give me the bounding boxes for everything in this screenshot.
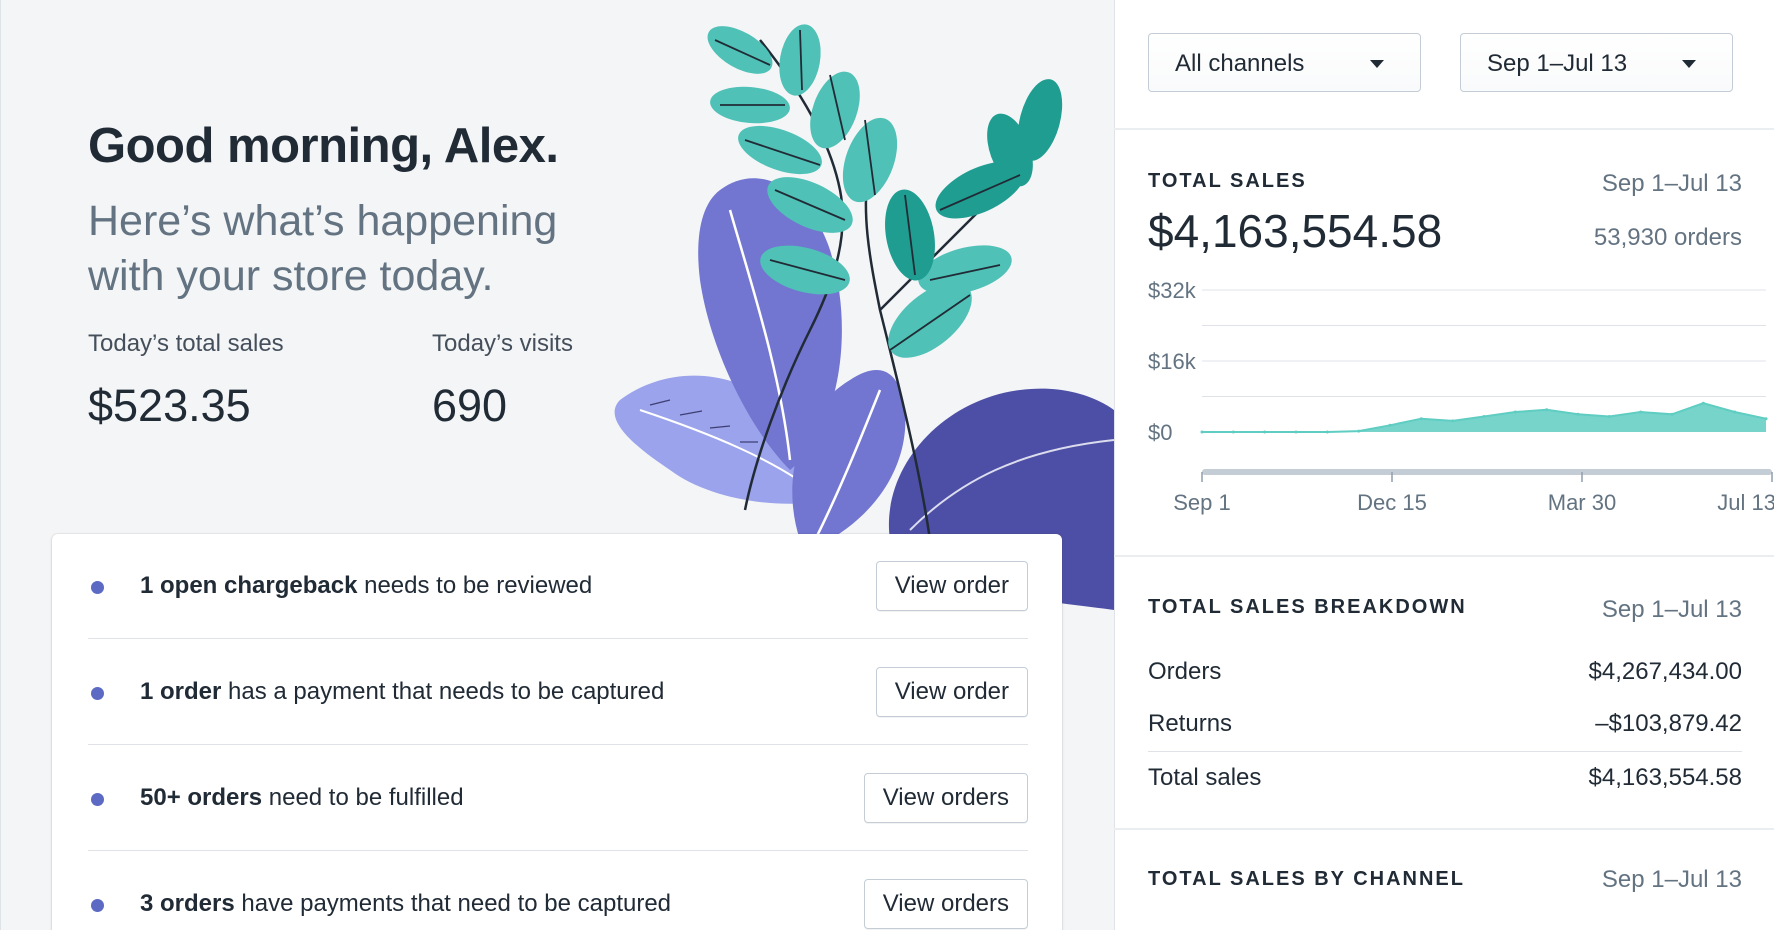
right-border: [1114, 0, 1115, 930]
breakdown-label: Orders: [1148, 658, 1222, 685]
chart-x-tick-label: Jul 13: [1717, 490, 1774, 515]
greeting-subtitle: Here’s what’s happening with your store …: [88, 197, 558, 300]
breakdown-divider: [1148, 751, 1742, 752]
chart-data-point: [1200, 430, 1204, 434]
task-text: 1 order has a payment that needs to be c…: [140, 678, 664, 706]
plant-illustration: [614, 24, 1114, 610]
divider: [88, 850, 1028, 851]
task-text: 3 orders have payments that need to be c…: [140, 890, 671, 918]
left-border: [0, 0, 1, 930]
divider: [88, 744, 1028, 745]
task-row: 1 order has a payment that needs to be c…: [88, 640, 1028, 745]
task-description: have payments that need to be captured: [234, 890, 672, 917]
task-count: 1 order: [140, 678, 222, 705]
by-channel-date: Sep 1–Jul 13: [1601, 866, 1742, 893]
chart-data-point: [1733, 410, 1737, 414]
todays-sales-metric: Today’s total sales $523.35: [88, 330, 284, 432]
task-row: 50+ orders need to be fulfilled View ord…: [88, 746, 1028, 851]
chart-data-point: [1607, 415, 1611, 418]
breakdown-row-total: Total sales $4,163,554.58: [1148, 752, 1742, 804]
channel-select-value: All channels: [1175, 50, 1305, 77]
order-count: 53,930 orders: [1593, 224, 1742, 251]
date-range-select[interactable]: Sep 1–Jul 13: [1460, 33, 1733, 92]
chart-x-tick-label: Sep 1: [1173, 490, 1231, 515]
chart-data-point: [1576, 412, 1580, 416]
metric-label: Today’s total sales: [88, 330, 284, 357]
bullet-dot: [91, 687, 104, 700]
breakdown-label: Total sales: [1148, 764, 1262, 791]
chart-data-point: [1701, 401, 1705, 405]
caret-down-icon: [1370, 60, 1384, 68]
task-count: 3 orders: [140, 890, 235, 917]
home-panel: Good morning, Alex. Here’s what’s happen…: [0, 0, 1114, 930]
by-channel-title: TOTAL SALES BY CHANNEL: [1148, 868, 1465, 890]
chart-data-point: [1263, 430, 1267, 434]
task-row: 3 orders have payments that need to be c…: [88, 852, 1028, 930]
total-sales-date: Sep 1–Jul 13: [1601, 170, 1742, 197]
chart-x-tick-label: Mar 30: [1548, 490, 1616, 515]
todays-visits-metric: Today’s visits 690: [432, 330, 573, 432]
task-text: 50+ orders need to be fulfilled: [140, 784, 464, 812]
breakdown-value: $4,163,554.58: [1588, 764, 1742, 791]
chart-data-point: [1294, 430, 1298, 434]
breakdown-row-returns: Returns –$103,879.42: [1148, 698, 1742, 750]
chart-data-point: [1357, 429, 1361, 433]
chart-x-axis-bar: [1202, 469, 1772, 475]
total-sales-chart: $32k $16k $0 Sep 1 Dec 15 Mar 30 Jul 13: [1148, 278, 1774, 515]
metric-value: $523.35: [88, 380, 251, 431]
task-count: 1 open chargeback: [140, 572, 358, 599]
task-row: 1 open chargeback needs to be reviewed V…: [88, 534, 1028, 639]
breakdown-value: –$103,879.42: [1595, 710, 1742, 737]
chart-data-point: [1670, 412, 1674, 416]
section-divider: [1114, 828, 1774, 830]
breakdown-date: Sep 1–Jul 13: [1601, 596, 1742, 623]
metric-label: Today’s visits: [432, 330, 573, 357]
channel-select[interactable]: All channels: [1148, 33, 1421, 92]
breakdown-value: $4,267,434.00: [1588, 658, 1742, 685]
task-description: needs to be reviewed: [357, 572, 593, 599]
divider: [88, 638, 1028, 639]
breakdown-title: TOTAL SALES BREAKDOWN: [1148, 596, 1467, 618]
task-description: has a payment that needs to be captured: [221, 678, 665, 705]
view-order-button[interactable]: View order: [875, 667, 1028, 717]
total-sales-title: TOTAL SALES: [1148, 170, 1307, 192]
section-divider: [1114, 128, 1774, 130]
greeting-heading: Good morning, Alex.: [88, 119, 559, 173]
chart-y-tick-label: $16k: [1148, 349, 1197, 374]
bullet-dot: [91, 899, 104, 912]
analytics-sidebar: All channels Sep 1–Jul 13 TOTAL SALES Se…: [1114, 0, 1774, 930]
chart-data-point: [1764, 417, 1768, 421]
chart-x-tick-label: Dec 15: [1357, 490, 1427, 515]
chart-data-point: [1451, 419, 1455, 423]
chart-data-point: [1639, 410, 1643, 414]
bullet-dot: [91, 793, 104, 806]
view-orders-button[interactable]: View orders: [863, 879, 1028, 929]
metric-value: 690: [432, 380, 508, 431]
view-orders-button[interactable]: View orders: [863, 773, 1028, 823]
date-range-select-value: Sep 1–Jul 13: [1487, 50, 1628, 77]
view-order-button[interactable]: View order: [875, 561, 1028, 611]
chart-data-point: [1545, 408, 1549, 412]
chart-data-point: [1419, 417, 1423, 421]
breakdown-row-orders: Orders $4,267,434.00: [1148, 646, 1742, 698]
chart-data-point: [1231, 430, 1235, 434]
bullet-dot: [91, 581, 104, 594]
task-text: 1 open chargeback needs to be reviewed: [140, 572, 592, 600]
chart-data-point: [1388, 423, 1392, 427]
chart-data-point: [1482, 415, 1486, 418]
task-description: need to be fulfilled: [262, 784, 464, 811]
chart-y-tick-label: $32k: [1148, 278, 1197, 303]
chart-y-tick-label: $0: [1148, 420, 1172, 445]
chart-data-point: [1513, 410, 1517, 414]
caret-down-icon: [1682, 60, 1696, 68]
tasks-card: 1 open chargeback needs to be reviewed V…: [52, 534, 1062, 930]
chart-data-point: [1325, 430, 1329, 434]
breakdown-label: Returns: [1148, 710, 1233, 737]
task-count: 50+ orders: [140, 784, 263, 811]
total-sales-value: $4,163,554.58: [1148, 205, 1443, 257]
section-divider: [1114, 555, 1774, 557]
